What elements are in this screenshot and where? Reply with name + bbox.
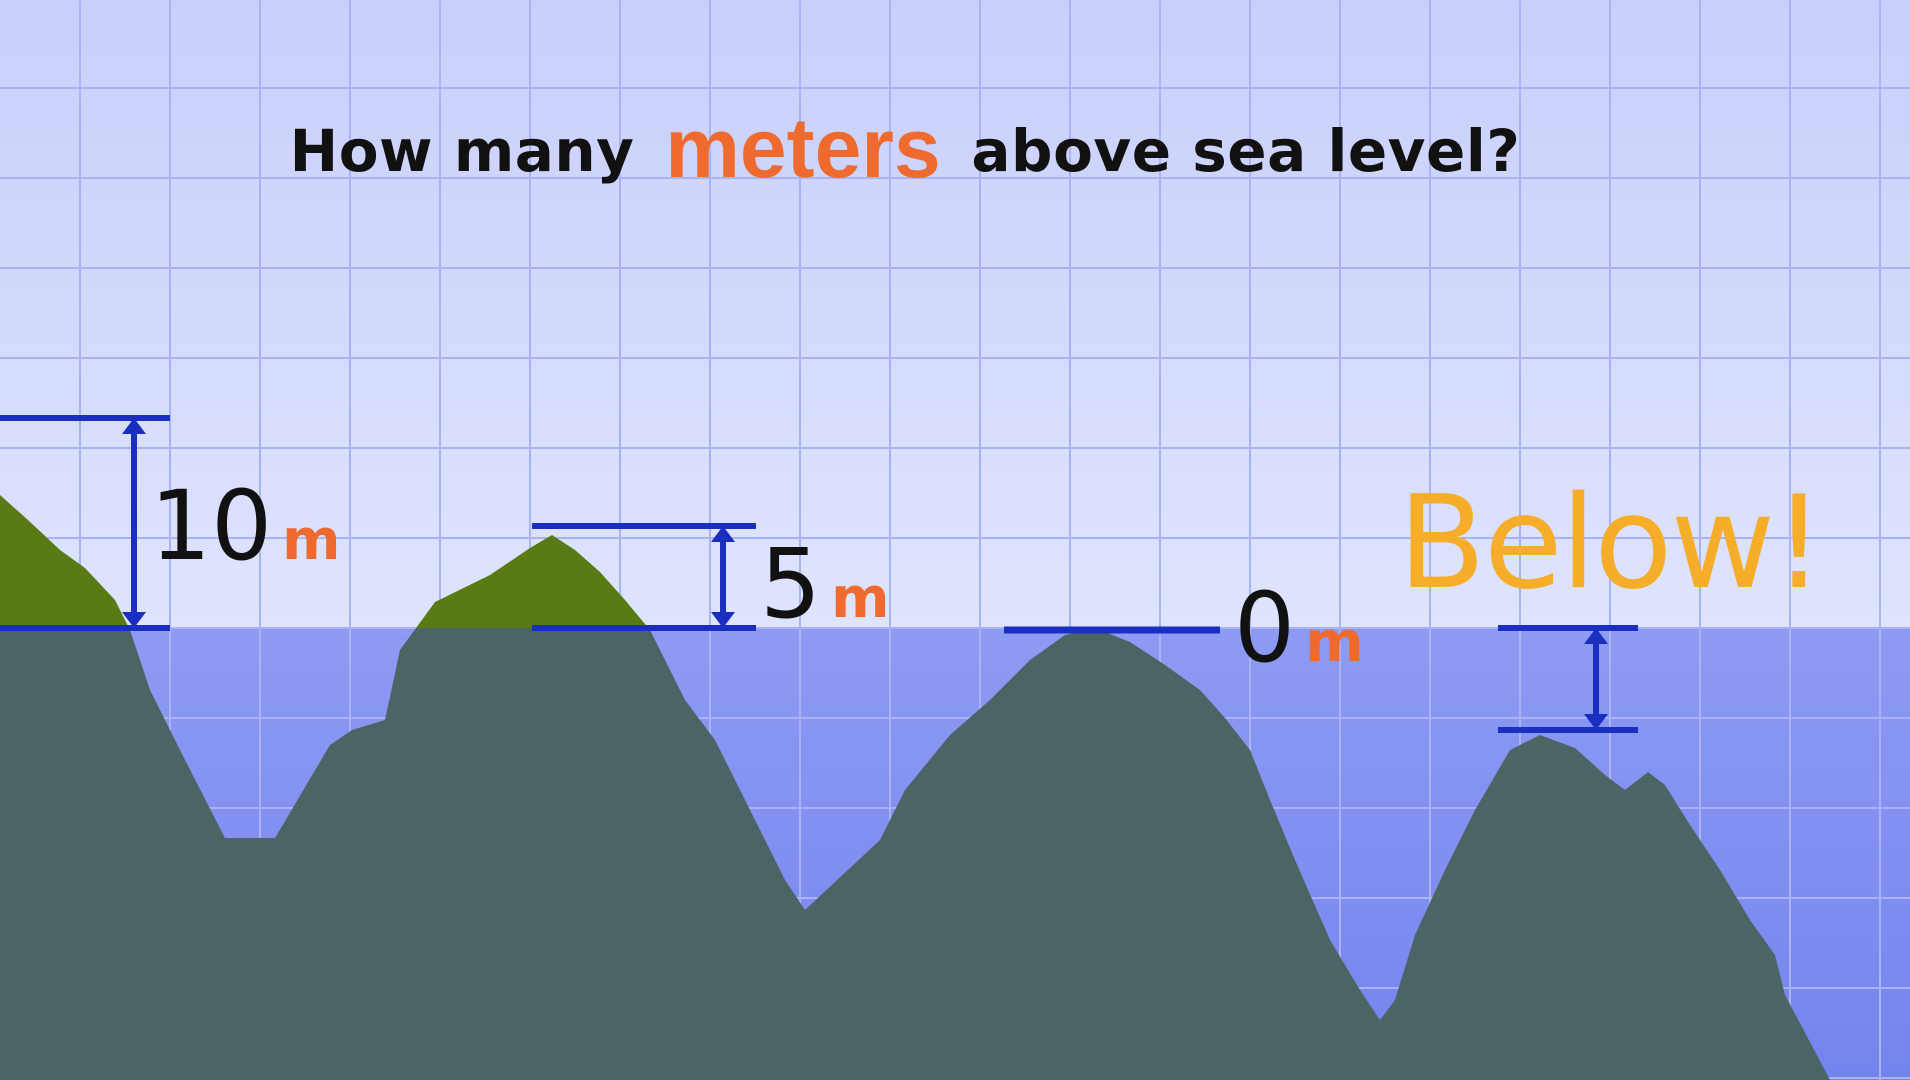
height-label-10m: 10 m: [150, 478, 341, 574]
land-above-sea: [0, 495, 1095, 628]
height-unit: m: [282, 508, 341, 573]
question-text-end: above sea level?: [971, 117, 1521, 185]
marker-5m: [532, 523, 756, 631]
height-value: 0: [1234, 572, 1296, 684]
marker-below: [1498, 625, 1638, 733]
question-heading: How many meters above sea level?: [0, 100, 1810, 197]
marker-10m: [0, 415, 170, 631]
below-label: Below!: [1398, 469, 1824, 618]
sky: [0, 0, 1910, 628]
height-value: 5: [760, 528, 822, 640]
height-unit: m: [1305, 610, 1364, 675]
question-text-start: How many: [289, 117, 635, 185]
height-value: 10: [150, 470, 273, 582]
question-highlight-word: meters: [665, 101, 941, 195]
height-unit: m: [831, 566, 890, 631]
land-below-sea: [0, 628, 1830, 1080]
